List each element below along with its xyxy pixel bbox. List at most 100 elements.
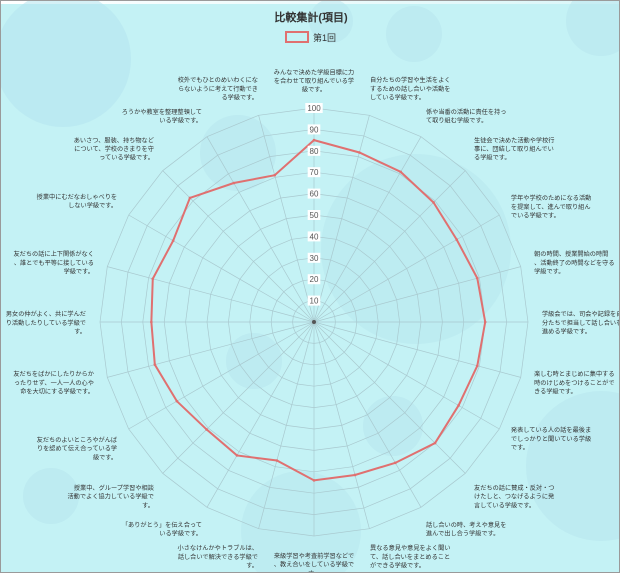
data-point (175, 399, 179, 403)
tick-label-bg (307, 231, 321, 242)
tick-label: 30 (310, 254, 319, 263)
radial-ticks: 10 20 30 40 50 60 70 80 90 100 (305, 103, 323, 306)
legend: 第1回 (285, 31, 336, 43)
axis-label: 発表している人の話を最後までしっかりと聞いている学級です。 (511, 426, 591, 451)
spoke-line (313, 115, 370, 323)
tick-label-bg (307, 188, 321, 199)
axis-label: 学級会では、司会や記録を自分たちで担当して話し合いを進める学級です。 (542, 310, 620, 335)
tick-label-bg (305, 103, 323, 113)
axis-label: 小さなけんかやトラブルは、話し合いで解決できる学級です。 (178, 544, 258, 569)
spoke-line (206, 136, 315, 323)
data-point (475, 276, 479, 280)
spoke-line (107, 321, 315, 378)
data-point (353, 473, 357, 477)
series-layer (150, 138, 487, 482)
data-point (275, 459, 279, 462)
background-bubble (566, 1, 619, 56)
spoke-line (313, 321, 370, 529)
chart-title: 比較集計(項目) (274, 10, 348, 24)
legend-label: 第1回 (313, 32, 336, 43)
tick-label: 60 (310, 190, 319, 199)
axis-label: 異なる意見や意見をよく聞いて、話し合いをまとめることができる学級です。 (370, 544, 450, 569)
axis-label: 友だちの話に上下関係がなく、誰とでも平等に接している学級です。 (13, 250, 93, 275)
tick-label: 70 (310, 168, 319, 177)
data-point (151, 277, 155, 281)
data-point (433, 441, 437, 445)
spoke-line (162, 321, 315, 474)
tick-label: 80 (310, 147, 319, 156)
axis-label: 朝の時間、授業開始の時間、活動終了の時間などを守る学級です。 (534, 250, 614, 275)
background-bubble (200, 115, 276, 191)
background-bubble (226, 333, 282, 389)
tick-label-bg (307, 210, 321, 220)
tick-label-bg (307, 295, 321, 306)
axis-label: 校外でもひとのめいわくにならないように考えて行動できる学級です。 (178, 76, 258, 101)
tick-label-bg (307, 274, 321, 285)
axis-labels: みんなで決めた学級目標に力を合わせて取り組んでいる学級です。自分たちの学習や生活… (6, 68, 620, 573)
axis-label: 友だちの話に賛成・反対・つけたしと、つなげるように発言している学級です。 (474, 484, 555, 509)
legend-swatch (285, 31, 309, 43)
spoke-line (258, 321, 315, 529)
data-point (358, 151, 361, 154)
axis-label: 授業中にむだなおしゃべりをしない学級です。 (37, 193, 117, 210)
spoke-line (128, 214, 315, 323)
spoke-line (313, 214, 500, 323)
tick-label: 20 (310, 275, 319, 284)
spoke-line (107, 266, 315, 323)
axis-label: 男女の仲がよく、共に学んだり活動したりしている学級です。 (6, 310, 86, 335)
tick-label-bg (307, 167, 321, 178)
data-point (171, 239, 175, 242)
spoke-line (128, 321, 315, 430)
tick-label-bg (307, 145, 321, 156)
tick-label: 100 (307, 104, 321, 113)
axis-label: 「ありがとう」を伝え合っている学級です。 (122, 521, 202, 538)
tick-label: 90 (310, 125, 319, 134)
axis-label: 学年や学校のためになる活動を提案して、進んで取り組んでいる学級です。 (511, 194, 591, 219)
data-point (483, 320, 487, 324)
spoke-line (313, 321, 500, 430)
data-point (235, 454, 239, 457)
background-bubble (526, 391, 619, 541)
spoke-line (313, 321, 466, 474)
data-point (475, 364, 479, 368)
data-point (399, 170, 402, 174)
background-bubble (1, 1, 131, 127)
data-point (394, 461, 397, 465)
background-bubble (321, 154, 511, 344)
axis-label: 自分たちの学習や生活をよくするための話し合いや活動をしている学級です。 (370, 76, 450, 101)
spoke-line (162, 170, 315, 323)
axis-label: 授業中、グループ学習や相談活動でよく協力している学級です。 (67, 484, 153, 509)
axis-label: みんなで決めた学級目標に力を合わせて取り組んでいる学級です。 (274, 68, 354, 93)
tick-label: 10 (310, 297, 319, 306)
background-bubble (23, 468, 79, 524)
data-point (150, 320, 153, 324)
spoke-line (313, 136, 422, 323)
axis-label: 来級学習や考査前学習などで、教え合いをしている学級です。 (274, 552, 354, 573)
axis-label: 楽しむ時とまじめに集中する時のけじめをつけることができる学級です。 (534, 370, 614, 395)
data-point (205, 428, 208, 431)
spoke-line (313, 321, 521, 378)
axis-label: 友だちのよいところやがんばりを認めて伝え合っている学級です。 (37, 436, 118, 461)
data-point (455, 238, 459, 241)
data-point (432, 201, 435, 204)
axis-label: 生徒会で決めた活動や学校行事に、団結して取り組んでいる学級です。 (474, 136, 554, 161)
axis-label: 話し合いの時、考えや意見を進んで出し合う学級です。 (426, 521, 506, 538)
background-bubble (309, 1, 353, 43)
data-point (312, 479, 316, 482)
spoke-line (206, 321, 315, 508)
background-bubble (386, 6, 442, 62)
axis-label: あいさつ、服装、持ち物などについて、学校のきまりを守っている学級です。 (74, 136, 154, 161)
spoke-line (258, 115, 315, 323)
data-point (232, 181, 236, 185)
data-point (312, 138, 316, 142)
axis-label: 友だちをばかにしたりからかったりせず、一人一人の心や命を大切にする学級です。 (13, 370, 94, 395)
data-point (273, 173, 276, 177)
axis-label: ろうかや教室を整理整頓している学級です。 (122, 108, 202, 125)
tick-label-bg (307, 252, 321, 263)
spoke-line (313, 321, 422, 508)
data-point (457, 404, 460, 407)
tick-label-bg (307, 124, 321, 135)
